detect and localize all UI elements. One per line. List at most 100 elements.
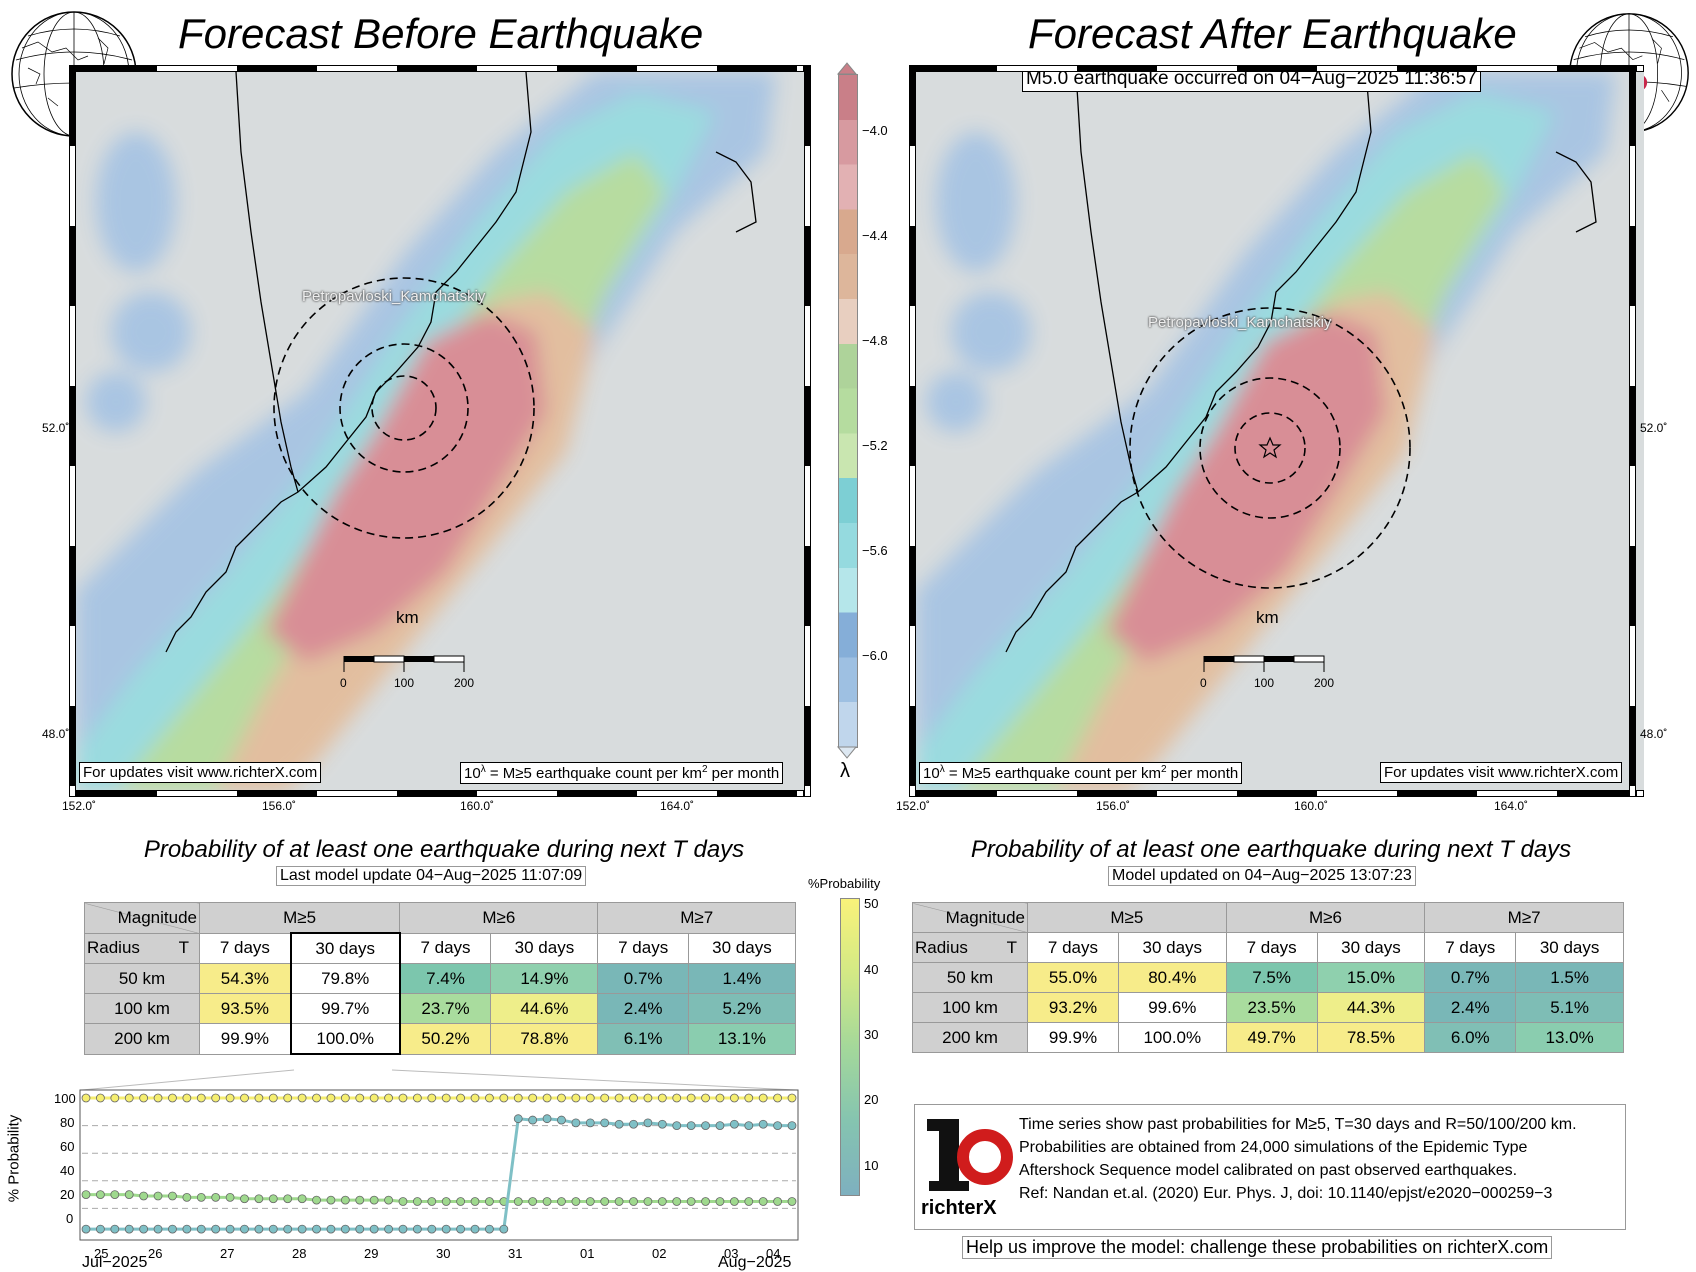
prob-cell: 78.8%	[490, 1023, 599, 1055]
ts-xtick: 27	[220, 1246, 235, 1261]
lat-tick-52-before: 52.0˚	[42, 421, 70, 435]
hazard-map-before	[76, 72, 804, 790]
info-box: richterX Time series show past probabili…	[914, 1104, 1626, 1230]
ts-point	[182, 1093, 192, 1103]
ts-point	[283, 1224, 293, 1234]
t-header: 7 days	[1027, 932, 1119, 963]
prob-cell: 2.4%	[1424, 992, 1517, 1023]
prob-cell: 99.6%	[1117, 992, 1227, 1023]
ts-point	[672, 1197, 682, 1206]
map-frame-bottom-before	[76, 790, 804, 797]
t-header: 30 days	[289, 932, 401, 964]
radius-label: 100 km	[912, 992, 1028, 1023]
map-frame-left-before	[69, 65, 76, 797]
ts-point	[153, 1224, 163, 1234]
scale-tick-100-after: 100	[1254, 676, 1275, 690]
prob-cell: 7.5%	[1225, 962, 1318, 993]
ts-point	[240, 1093, 249, 1103]
ts-point	[557, 1093, 566, 1103]
ts-point	[340, 1093, 350, 1103]
ts-point	[643, 1118, 653, 1128]
mag-header: M≥6	[399, 902, 599, 934]
ts-point	[110, 1190, 120, 1199]
ts-point	[657, 1119, 667, 1129]
updates-note-before[interactable]: For updates visit www.richterX.com	[79, 762, 322, 783]
ts-point	[744, 1121, 754, 1130]
ts-xtick: 25	[94, 1246, 109, 1261]
ts-point	[211, 1192, 221, 1202]
ts-point	[225, 1224, 235, 1234]
ts-point	[312, 1224, 321, 1234]
prob-cell: 1.5%	[1515, 962, 1624, 993]
city-label-before: Petropavloski_Kamchatskiy	[302, 288, 486, 305]
lambda-colorbar	[838, 74, 858, 748]
map-frame-top-after	[916, 65, 1644, 72]
t-header: 7 days	[1225, 932, 1318, 963]
ts-ytick-100: 100	[54, 1091, 76, 1106]
radius-label: 200 km	[912, 1022, 1028, 1053]
ts-point	[629, 1197, 638, 1206]
ts-point	[571, 1118, 581, 1128]
lat-tick-48-after: 48.0˚	[1640, 727, 1668, 741]
ts-xtick: 04	[766, 1246, 781, 1261]
ts-point	[240, 1224, 249, 1234]
prob-cell: 2.4%	[597, 993, 689, 1024]
prob-tick-40: 40	[864, 962, 879, 977]
ts-point	[168, 1191, 177, 1201]
ts-point	[398, 1224, 408, 1234]
km-label-after: km	[1256, 608, 1279, 627]
ts-point	[456, 1224, 466, 1234]
ts-point	[701, 1197, 710, 1206]
ts-point	[470, 1224, 480, 1234]
title-before: Forecast Before Earthquake	[178, 10, 704, 57]
ts-point	[686, 1121, 696, 1130]
title-after: Forecast After Earthquake	[1028, 10, 1517, 57]
ts-point	[773, 1121, 782, 1130]
prob-cell: 99.9%	[198, 1023, 292, 1055]
ts-point	[787, 1197, 797, 1206]
prob-cell: 78.5%	[1316, 1022, 1426, 1053]
lambda-tick-2: −4.4	[862, 228, 888, 243]
ts-point	[571, 1197, 581, 1206]
ts-point	[513, 1197, 523, 1206]
ts-point	[629, 1093, 638, 1103]
prob-cell: 80.4%	[1117, 962, 1227, 993]
prob-cell: 23.7%	[399, 993, 492, 1024]
ts-point	[758, 1197, 768, 1206]
t-header: 30 days	[1117, 932, 1227, 963]
ts-point	[355, 1093, 365, 1103]
ts-point	[542, 1093, 552, 1103]
ts-point	[441, 1224, 451, 1234]
footer-link[interactable]: Help us improve the model: challenge the…	[962, 1236, 1553, 1259]
t-header: 30 days	[490, 932, 599, 964]
ts-point	[729, 1119, 739, 1129]
ts-point	[153, 1093, 163, 1103]
ts-point	[470, 1197, 480, 1206]
prob-cell: 79.8%	[289, 963, 401, 994]
t-header: 7 days	[597, 932, 689, 964]
ts-point	[715, 1093, 725, 1103]
lambda-tick-5: −5.6	[862, 543, 888, 558]
prob-colorbar	[840, 898, 860, 1196]
prob-tick-50: 50	[864, 896, 879, 911]
table-row: 100 km 93.5% 99.7% 23.7% 44.6% 2.4% 5.2%	[84, 993, 797, 1024]
ts-point	[124, 1093, 134, 1103]
prob-cell: 49.7%	[1225, 1022, 1318, 1053]
ts-point	[600, 1197, 610, 1206]
ts-point	[110, 1224, 120, 1234]
ts-point	[412, 1224, 422, 1234]
ts-point	[81, 1224, 91, 1234]
updates-note-after[interactable]: For updates visit www.richterX.com	[1380, 762, 1623, 783]
ts-point	[744, 1197, 754, 1206]
ts-point	[283, 1194, 293, 1204]
map-after[interactable]: M5.0 earthquake occurred on 04−Aug−2025 …	[916, 72, 1644, 790]
t-header: 30 days	[1316, 932, 1426, 963]
map-before[interactable]: Petropavloski_Kamchatskiy km 0 100 200 F…	[76, 72, 804, 790]
ts-point	[427, 1093, 437, 1103]
city-label-after: Petropavloski_Kamchatskiy	[1148, 314, 1332, 331]
ts-point	[283, 1093, 293, 1103]
lon-tick-160-before: 160.0˚	[460, 799, 495, 813]
ts-point	[139, 1224, 149, 1234]
corner-magnitude: Magnitude	[912, 902, 1028, 933]
prob-cell: 44.3%	[1316, 992, 1426, 1023]
